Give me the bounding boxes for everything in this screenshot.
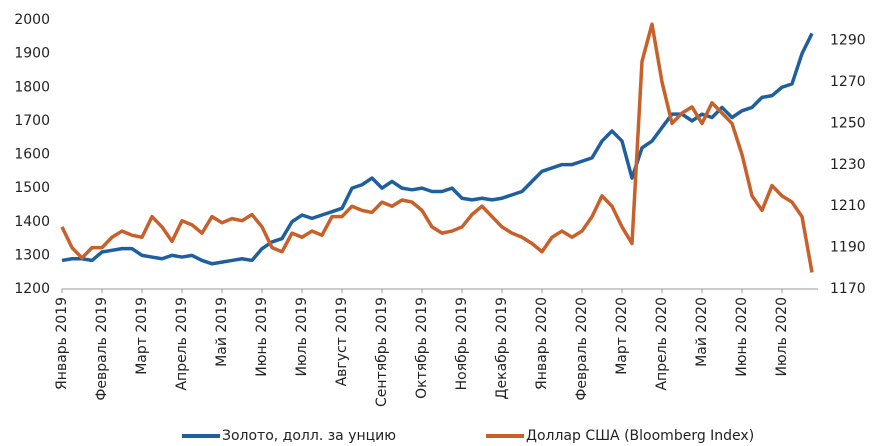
- x-tick-label: Октябрь 2019: [414, 297, 430, 399]
- series-line: [61, 32, 814, 266]
- y-tick-label: 1900: [14, 46, 50, 62]
- x-tick-label: Январь 2019: [54, 297, 70, 390]
- y-tick-label: 1300: [14, 247, 50, 263]
- y2-tick-label: 1230: [830, 157, 866, 173]
- x-tick-label: Сентябрь 2019: [374, 297, 390, 407]
- y-tick-label: 1700: [14, 113, 50, 129]
- y-tick-label: 1800: [14, 79, 50, 95]
- x-tick-label: Июль 2020: [774, 297, 790, 377]
- x-tick-label: Июнь 2020: [734, 297, 750, 377]
- x-tick-label: Февраль 2019: [94, 297, 110, 401]
- y2-tick-label: 1270: [830, 74, 866, 90]
- y2-tick-label: 1190: [830, 240, 866, 256]
- series-line: [60, 22, 814, 273]
- legend-label: Золото, долл. за унцию: [222, 428, 396, 444]
- y-tick-label: 1400: [14, 214, 50, 230]
- y2-tick-label: 1170: [830, 281, 866, 297]
- x-tick-label: Март 2019: [134, 297, 150, 375]
- y-tick-label: 1200: [14, 281, 50, 297]
- x-tick-label: Май 2020: [694, 297, 710, 367]
- x-tick-label: Февраль 2020: [574, 297, 590, 401]
- x-tick-label: Апрель 2020: [654, 297, 670, 391]
- x-tick-label: Июнь 2019: [254, 297, 270, 377]
- y-tick-label: 1600: [14, 147, 50, 163]
- y2-tick-label: 1250: [830, 115, 866, 131]
- x-tick-label: Апрель 2019: [174, 297, 190, 391]
- x-tick-label: Май 2019: [214, 297, 230, 367]
- x-tick-label: Август 2019: [334, 297, 350, 386]
- y-tick-label: 2000: [14, 12, 50, 28]
- x-tick-label: Ноябрь 2019: [454, 297, 470, 390]
- y-tick-label: 1500: [14, 180, 50, 196]
- y2-tick-label: 1210: [830, 198, 866, 214]
- x-tick-label: Июль 2019: [294, 297, 310, 377]
- x-tick-label: Январь 2020: [534, 297, 550, 390]
- legend-label: Доллар США (Bloomberg Index): [526, 428, 754, 444]
- x-tick-label: Март 2020: [614, 297, 630, 375]
- x-tick-label: Декабрь 2019: [494, 297, 510, 399]
- y2-tick-label: 1290: [830, 33, 866, 49]
